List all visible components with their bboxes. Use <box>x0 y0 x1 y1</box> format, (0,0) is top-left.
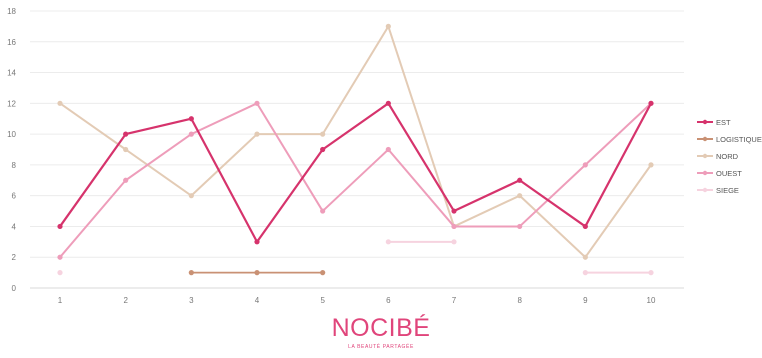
point-ouest <box>517 223 523 230</box>
legend-item-nord: NORD <box>697 152 739 161</box>
point-nord <box>320 131 326 137</box>
legend-item-logistique: LOGISTIQUE <box>697 135 762 144</box>
legend-label: NORD <box>716 152 739 161</box>
point-siege <box>582 270 588 276</box>
y-tick-label: 10 <box>7 130 16 139</box>
legend-swatch-marker <box>702 187 708 193</box>
point-est <box>582 223 588 230</box>
y-tick-label: 0 <box>12 284 17 293</box>
point-ouest <box>254 100 260 106</box>
legend-label: LOGISTIQUE <box>716 135 762 144</box>
legend-item-siege: SIEGE <box>697 186 739 195</box>
x-tick-label: 1 <box>58 296 63 305</box>
x-tick-label: 2 <box>123 296 128 305</box>
point-siege <box>385 239 391 245</box>
point-nord <box>582 254 588 260</box>
x-tick-label: 9 <box>583 296 588 305</box>
legend-item-est: EST <box>697 118 731 127</box>
point-logistique <box>254 270 260 276</box>
point-nord <box>57 100 63 106</box>
point-est <box>254 239 260 245</box>
point-logistique <box>188 270 194 276</box>
point-nord <box>385 23 391 29</box>
x-tick-label: 8 <box>517 296 522 305</box>
y-tick-label: 18 <box>7 7 16 16</box>
point-ouest <box>582 162 588 168</box>
legend-item-ouest: OUEST <box>697 169 742 178</box>
y-tick-label: 2 <box>12 253 17 262</box>
y-tick-label: 14 <box>7 69 16 78</box>
x-axis-ticks: 1 2 3 4 5 6 7 8 9 10 <box>58 296 656 305</box>
point-nord <box>188 193 194 199</box>
point-ouest <box>57 254 63 260</box>
x-tick-label: 7 <box>452 296 457 305</box>
y-tick-label: 16 <box>7 38 16 47</box>
point-est <box>648 100 654 106</box>
point-ouest <box>123 177 129 183</box>
point-siege <box>451 239 457 245</box>
point-ouest <box>451 223 457 230</box>
x-tick-label: 10 <box>647 296 656 305</box>
series-line-nord <box>59 25 652 259</box>
x-tick-label: 6 <box>386 296 391 305</box>
y-tick-label: 12 <box>7 99 16 108</box>
y-tick-label: 4 <box>12 222 17 231</box>
series-ouest <box>57 100 654 260</box>
point-nord <box>648 162 654 168</box>
point-est <box>320 146 326 153</box>
point-est <box>385 100 391 106</box>
legend-label: SIEGE <box>716 186 739 195</box>
point-ouest <box>385 146 391 153</box>
brand-logo: NOCIBÉ <box>331 314 431 342</box>
legend-swatch-marker <box>702 119 708 125</box>
series-logistique <box>188 270 326 276</box>
series-line-ouest <box>59 102 652 258</box>
x-tick-label: 4 <box>255 296 260 305</box>
series-siege <box>57 239 654 276</box>
x-tick-label: 3 <box>189 296 194 305</box>
series-nord <box>57 23 654 260</box>
point-est <box>57 223 63 230</box>
point-est <box>517 177 523 183</box>
grid-lines <box>30 10 684 289</box>
legend-label: OUEST <box>716 169 742 178</box>
brand-tagline: LA BEAUTÉ PARTAGÉE <box>348 344 414 350</box>
legend-label: EST <box>716 118 731 127</box>
point-nord <box>254 131 260 137</box>
point-nord <box>517 193 523 199</box>
legend-swatch-marker <box>702 136 708 142</box>
point-est <box>451 208 457 214</box>
series-group <box>57 23 654 276</box>
series-est <box>57 100 654 245</box>
y-tick-label: 8 <box>12 161 17 170</box>
point-ouest <box>188 131 194 137</box>
legend-swatch-marker <box>702 153 708 159</box>
point-ouest <box>320 208 326 214</box>
series-line-est <box>59 102 652 243</box>
point-est <box>123 131 129 137</box>
x-tick-label: 5 <box>320 296 325 305</box>
point-siege <box>57 270 63 276</box>
point-nord <box>123 146 129 153</box>
point-est <box>188 116 194 122</box>
y-axis-ticks: 0 2 4 6 8 10 12 14 16 18 <box>7 7 16 293</box>
y-tick-label: 6 <box>12 192 17 201</box>
legend-swatch-marker <box>702 170 708 176</box>
point-logistique <box>320 270 326 276</box>
point-siege <box>648 270 654 276</box>
legend: EST LOGISTIQUE NORD OUEST SIEGE <box>697 118 762 195</box>
